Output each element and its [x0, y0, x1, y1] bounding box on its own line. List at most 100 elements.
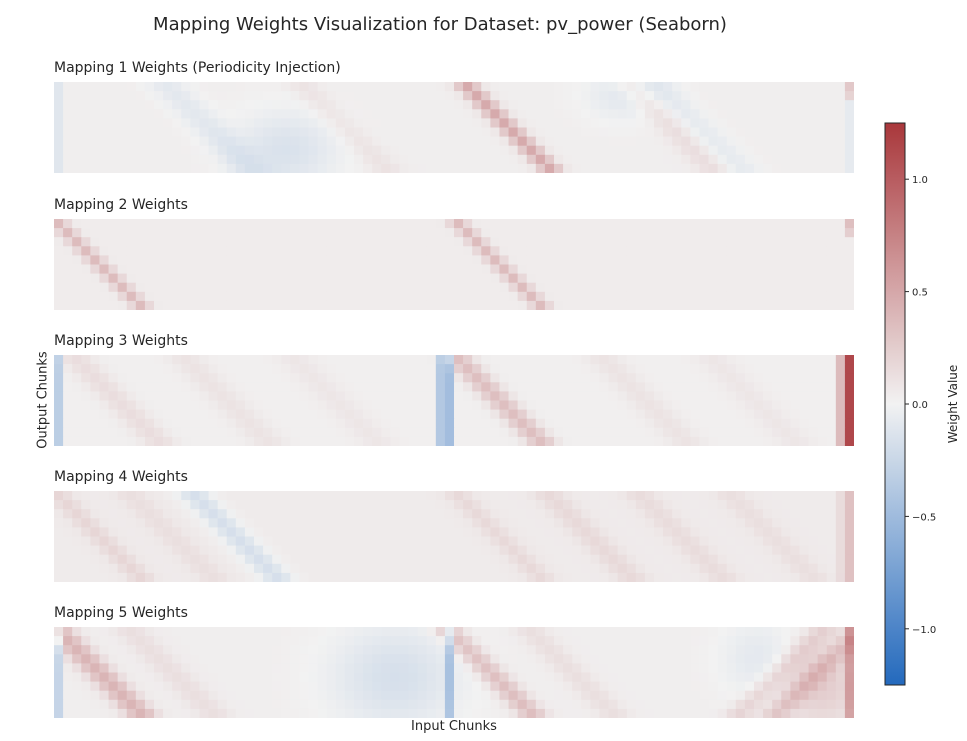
heatmap-cell: [772, 364, 782, 374]
heatmap-cell: [226, 436, 237, 446]
heatmap-cell: [672, 273, 682, 284]
heatmap-cell: [399, 282, 409, 293]
heatmap-cell: [244, 100, 255, 110]
heatmap-cell: [372, 654, 382, 664]
heatmap-cell: [790, 545, 800, 556]
heatmap-cell: [254, 500, 264, 510]
heatmap-cell: [472, 109, 482, 119]
heatmap-cell: [363, 400, 373, 410]
heatmap-cell: [508, 699, 519, 710]
heatmap-cell: [272, 237, 282, 247]
heatmap-cell: [354, 400, 364, 410]
heatmap-cell: [554, 264, 564, 274]
heatmap-cell: [344, 636, 355, 646]
heatmap-cell: [308, 681, 319, 692]
heatmap-cell: [590, 237, 600, 247]
heatmap-cell: [390, 373, 400, 383]
heatmap-cell: [254, 563, 264, 574]
heatmap-cell: [126, 654, 137, 664]
heatmap-cell: [181, 645, 191, 655]
heatmap-cell: [499, 654, 509, 664]
heatmap-cell: [463, 237, 473, 247]
heatmap-cell: [390, 654, 400, 664]
heatmap-cell: [226, 291, 237, 302]
heatmap-cell: [381, 136, 391, 147]
heatmap-cell: [335, 572, 346, 582]
heatmap-cell: [335, 100, 346, 110]
heatmap-cell: [126, 708, 137, 718]
heatmap-cell: [663, 82, 673, 92]
heatmap-cell: [81, 627, 91, 637]
heatmap-cell: [308, 364, 319, 374]
heatmap-cell: [626, 264, 637, 274]
heatmap-cell: [499, 708, 509, 718]
heatmap-cell: [390, 118, 400, 128]
heatmap-cell: [699, 391, 709, 401]
heatmap-cell: [608, 681, 619, 692]
heatmap-cell: [790, 427, 800, 438]
heatmap-cell: [690, 127, 700, 137]
heatmap-cell: [435, 382, 446, 392]
heatmap-cell: [454, 246, 464, 256]
heatmap-cell: [435, 491, 446, 501]
heatmap-cell: [272, 563, 282, 574]
heatmap-cell: [63, 136, 73, 147]
heatmap-cell: [172, 500, 182, 510]
heatmap-cell: [808, 527, 819, 537]
heatmap-cell: [226, 246, 237, 256]
heatmap-cell: [272, 708, 282, 718]
heatmap-cell: [526, 672, 537, 682]
heatmap-cell: [717, 509, 728, 519]
heatmap-cell: [490, 500, 500, 510]
heatmap-cell: [317, 627, 328, 637]
heatmap-cell: [717, 699, 728, 710]
heatmap-cell: [390, 527, 400, 537]
heatmap-cell: [217, 527, 228, 537]
heatmap-cell: [126, 382, 137, 392]
heatmap-cell: [154, 527, 164, 537]
heatmap-cell: [572, 400, 582, 410]
heatmap-cell: [663, 690, 673, 701]
heatmap-cell: [290, 136, 300, 147]
heatmap-cell: [781, 219, 791, 229]
heatmap-cell: [744, 145, 755, 156]
heatmap-cell: [644, 527, 655, 537]
heatmap-cell: [763, 654, 773, 664]
heatmap-cell: [708, 509, 719, 519]
heatmap-cell: [490, 527, 500, 537]
heatmap-cell: [417, 136, 428, 147]
heatmap-cell: [835, 237, 846, 247]
heatmap-cell: [363, 627, 373, 637]
heatmap-cell: [681, 418, 691, 429]
heatmap-cell: [735, 154, 746, 165]
heatmap-cell: [281, 264, 291, 274]
heatmap-cell: [363, 563, 373, 574]
heatmap-cell: [454, 391, 464, 401]
heatmap-cell: [126, 427, 137, 438]
heatmap-cell: [108, 509, 119, 519]
heatmap-cell: [335, 527, 346, 537]
heatmap-cell: [181, 109, 191, 119]
heatmap-cell: [772, 681, 782, 692]
heatmap-cell: [572, 509, 582, 519]
heatmap-cell: [626, 418, 637, 429]
heatmap-cell: [226, 282, 237, 293]
heatmap-cell: [526, 400, 537, 410]
heatmap-cell: [590, 708, 600, 718]
heatmap-cell: [844, 82, 854, 92]
heatmap-cell: [81, 109, 91, 119]
heatmap-cell: [572, 109, 582, 119]
heatmap-cell: [735, 100, 746, 110]
heatmap-cell: [699, 699, 709, 710]
heatmap-cell: [763, 536, 773, 546]
heatmap-cell: [54, 291, 64, 302]
heatmap-cell: [608, 554, 619, 565]
heatmap-cell: [635, 109, 646, 119]
heatmap-cell: [190, 291, 200, 302]
heatmap-cell: [654, 690, 664, 701]
heatmap-cell: [626, 708, 637, 718]
heatmap-cell: [499, 545, 509, 556]
heatmap-cell: [808, 118, 819, 128]
heatmap-cell: [472, 681, 482, 692]
heatmap-cell: [81, 264, 91, 274]
